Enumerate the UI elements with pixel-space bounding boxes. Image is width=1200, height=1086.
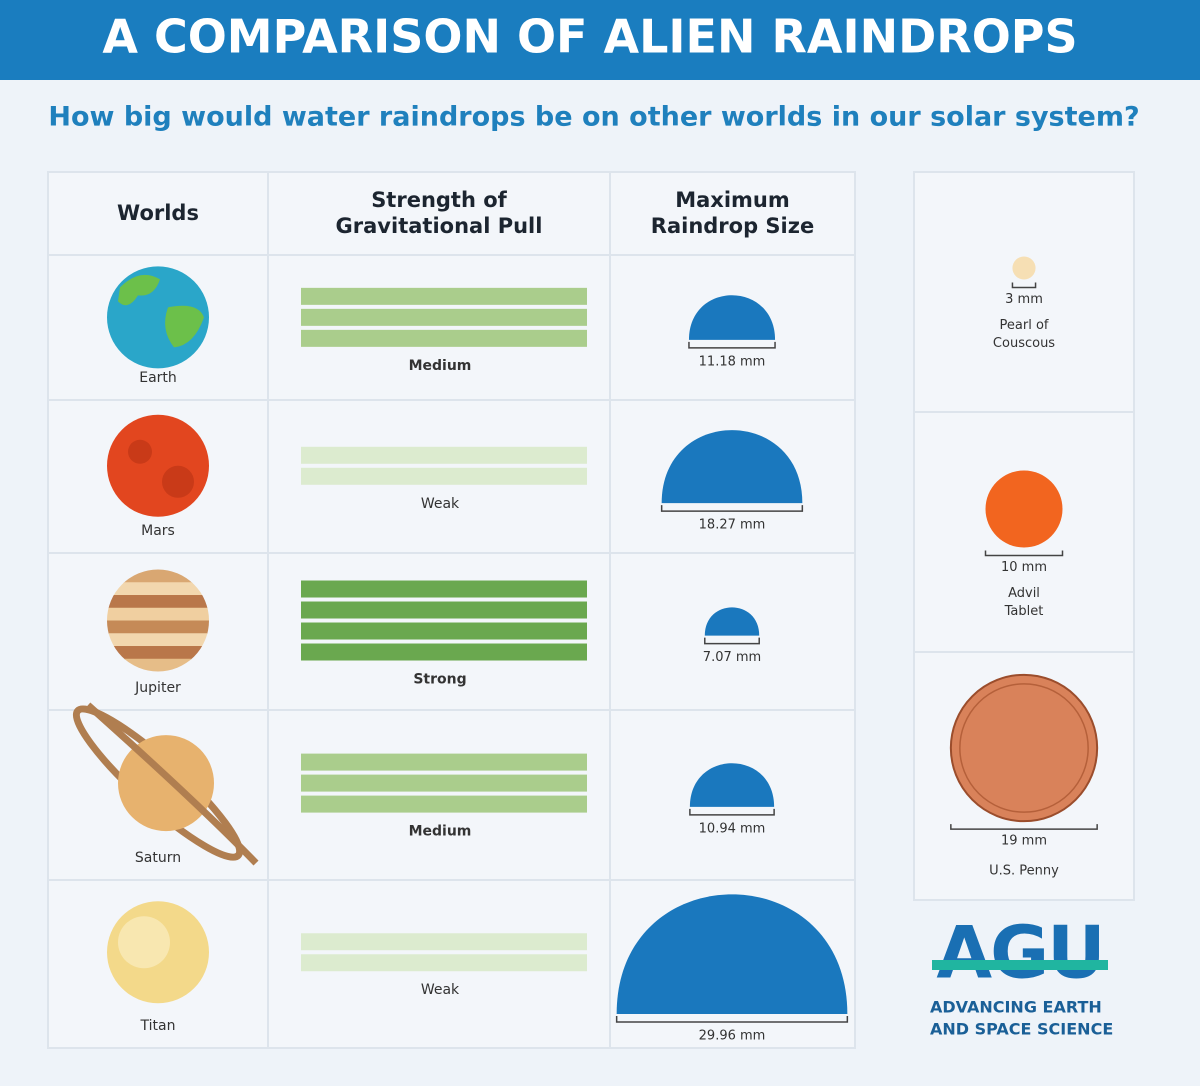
comparison-label: U.S. Penny [989,864,1059,879]
strength-label: Medium [409,824,472,840]
drop-size-label: 29.96 mm [699,1028,766,1043]
band [107,633,209,648]
measure-line [688,341,776,349]
band [107,607,209,622]
planet-jupiter [107,569,209,672]
band [107,646,209,660]
strength-bar [301,287,587,305]
column-header: Strength of [371,188,507,212]
raindrop [616,894,848,1014]
haze [118,916,170,969]
strength-bar [301,467,587,485]
column-header: Worlds [117,201,199,225]
band [107,620,209,635]
raindrop [704,607,760,636]
logo-name: AGU [936,911,1103,995]
measure-line [689,808,775,816]
drop-size-label: 18.27 mm [699,518,766,533]
strength-bar [301,601,587,619]
strength-bar [301,446,587,464]
comparison-label: Tablet [1004,604,1044,619]
raindrop [661,430,803,504]
planet-saturn [118,735,214,832]
drop-size-label: 10.94 mm [699,821,766,836]
measure-line [615,1015,849,1023]
column-header: Maximum [675,188,790,212]
column-header: Raindrop Size [651,214,814,238]
logo-stripe [932,960,1108,970]
measure-line [660,505,804,512]
strength-label: Strong [413,672,466,688]
strength-bar [301,933,587,951]
strength-bar [301,954,587,972]
comparison-label: Couscous [993,336,1055,351]
title: A COMPARISON OF ALIEN RAINDROPS [102,10,1077,64]
planet-mars [107,414,209,517]
comparison-size: 3 mm [1005,292,1043,307]
strength-label: Weak [421,982,460,998]
strength-bar [301,795,587,813]
strength-bar [301,622,587,640]
crater [162,465,194,498]
continent [118,274,160,306]
strength-bar [301,308,587,326]
strength-bar [301,643,587,661]
penny-rim [959,683,1089,813]
title-band [0,0,1200,80]
comparison-object [1012,256,1036,280]
world-name: Earth [139,370,177,386]
strength-bar [301,329,587,347]
comparison-label: Advil [1008,586,1040,601]
band [107,582,209,597]
measure-line [950,824,1098,830]
drop-size-label: 7.07 mm [703,650,761,665]
drop-size-label: 11.18 mm [699,354,766,369]
strength-bar [301,774,587,792]
ring-front [85,702,259,866]
comparison-size: 19 mm [1001,834,1047,849]
raindrop [688,295,776,340]
comparison-label: Pearl of [1000,318,1049,333]
measure-line [704,637,760,645]
continent [165,305,204,348]
strength-bar [301,580,587,598]
subtitle: How big would water raindrops be on othe… [48,102,1139,133]
world-name: Mars [141,523,175,539]
measure-line [1011,282,1037,289]
crater [128,439,152,464]
measure-line [984,550,1064,557]
raindrop [689,763,775,807]
column-header: Gravitational Pull [336,214,543,238]
world-name: Titan [140,1018,176,1034]
strength-bar [301,753,587,771]
world-name: Jupiter [134,680,181,696]
strength-label: Medium [409,358,472,374]
strength-label: Weak [421,496,460,512]
logo-tagline: ADVANCING EARTH [930,998,1102,1017]
logo-tagline: AND SPACE SCIENCE [930,1020,1113,1039]
comparison-size: 10 mm [1001,560,1047,575]
world-name: Saturn [135,850,181,866]
comparison-object [949,673,1099,823]
comparison-object [985,470,1063,548]
band [107,595,209,609]
